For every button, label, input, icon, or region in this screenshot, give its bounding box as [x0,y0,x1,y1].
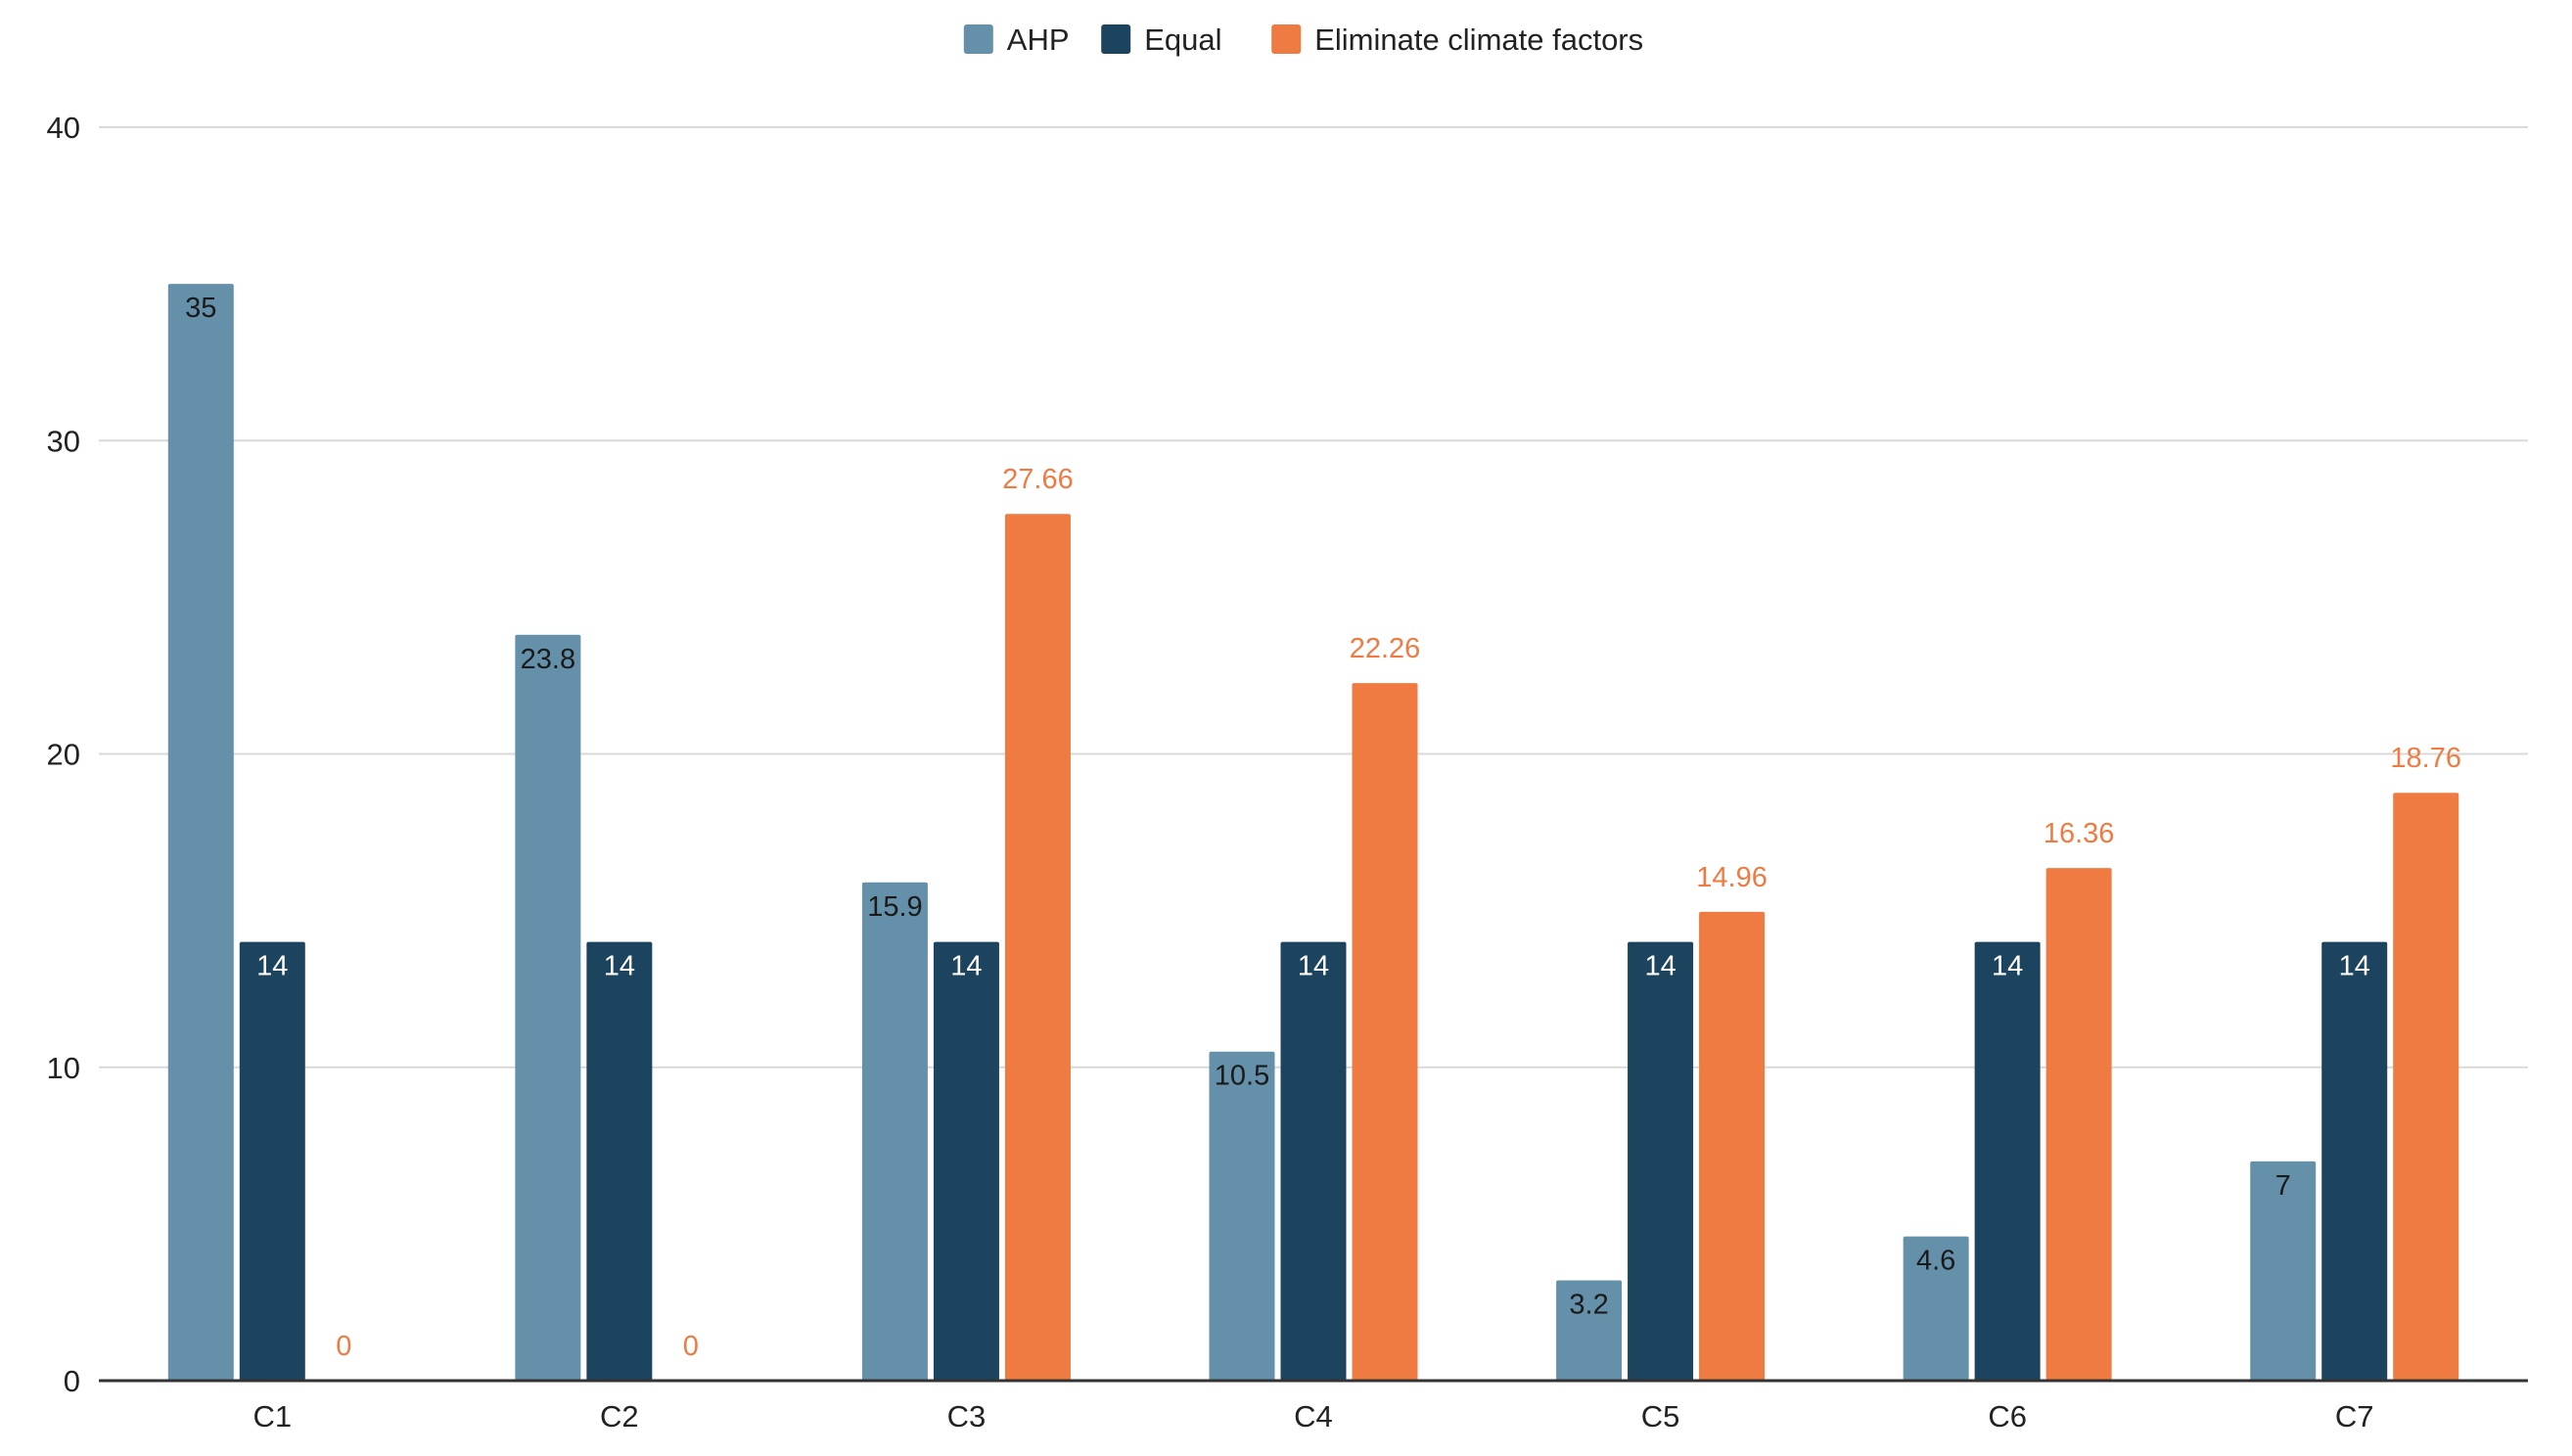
bars [167,284,2459,1381]
data-label: 14.96 [1696,862,1768,893]
x-tick-label: C2 [600,1399,639,1433]
bar [1628,941,1694,1381]
data-label: 35 [185,293,216,324]
data-labels: 35 14 0 23.8 14 0 15.9 14 27.66 10.5 14 22.26 3.2 14 1… [185,293,2461,1362]
bar [1974,941,2041,1381]
data-label: 0 [336,1331,351,1362]
bar [1903,1236,1969,1381]
x-tick-label: C6 [1988,1399,2027,1433]
bar [1004,514,1071,1381]
legend-item[interactable]: Equal [1101,23,1221,57]
legend-item[interactable]: Eliminate climate factors [1271,23,1643,57]
legend-item[interactable]: AHP [963,23,1070,57]
x-axis-ticks: C1 C2 C3 C4 C5 C6 C7 [253,1399,2373,1433]
legend-swatch [963,24,993,54]
legend-label: Equal [1144,23,1221,57]
data-label: 14 [256,951,288,982]
bar [1699,911,1766,1381]
y-tick-label: 10 [47,1051,80,1085]
data-label: 23.8 [521,644,575,675]
legend-label: Eliminate climate factors [1314,23,1643,57]
bar [1209,1051,1275,1381]
x-tick-label: C3 [947,1399,987,1433]
gridlines [99,126,2528,1069]
bar [586,941,653,1381]
bar [1352,683,1418,1381]
data-label: 14 [604,951,635,982]
bar [1280,941,1347,1381]
y-tick-label: 0 [64,1364,80,1398]
y-tick-label: 40 [47,111,80,145]
x-tick-label: C7 [2335,1399,2374,1433]
x-tick-label: C1 [253,1399,292,1433]
data-label: 7 [2275,1170,2291,1202]
data-label: 0 [683,1331,699,1362]
data-label: 18.76 [2390,743,2461,774]
y-tick-label: 30 [47,424,80,458]
y-axis-ticks: 0 10 20 30 40 [47,111,80,1398]
data-label: 4.6 [1916,1246,1955,1277]
x-tick-label: C5 [1641,1399,1680,1433]
x-tick-label: C4 [1294,1399,1333,1433]
bar [933,941,999,1381]
bar [515,634,581,1381]
data-label: 14 [1298,951,1329,982]
legend: AHP Equal Eliminate climate factors [963,23,1643,57]
data-label: 10.5 [1215,1061,1269,1092]
bar [861,882,928,1381]
data-label: 14 [2339,951,2370,982]
data-label: 15.9 [867,891,922,923]
bar [167,284,234,1381]
data-label: 14 [1992,951,2023,982]
legend-label: AHP [1007,23,1070,57]
bar [239,941,305,1381]
y-tick-label: 20 [47,738,80,772]
bar [2321,941,2388,1381]
data-label: 16.36 [2044,818,2115,849]
legend-swatch [1271,24,1302,54]
bar [2250,1160,2317,1381]
data-label: 3.2 [1569,1290,1608,1321]
bar [2393,793,2459,1381]
data-label: 14 [950,951,982,982]
bar [2045,868,2112,1381]
data-label: 22.26 [1350,633,1421,664]
data-label: 27.66 [1002,464,1074,495]
data-label: 14 [1644,951,1676,982]
legend-swatch [1101,24,1131,54]
bar [1556,1280,1623,1381]
